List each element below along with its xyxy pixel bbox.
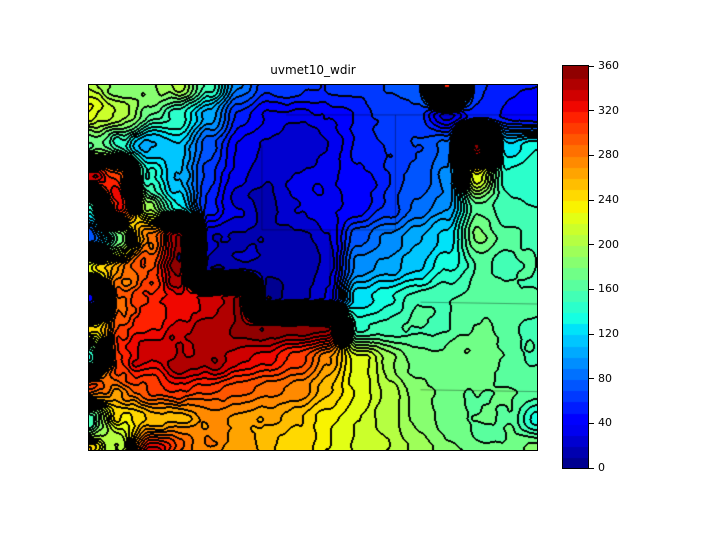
colorbar-tick [589, 110, 594, 112]
colorbar-tick [589, 288, 594, 290]
colorbar [562, 65, 589, 469]
colorbar-tick [589, 422, 594, 424]
colorbar-tick-label: 200 [598, 237, 619, 251]
colorbar-tick-label: 80 [598, 371, 612, 385]
colorbar-tick-label: 360 [598, 59, 619, 72]
colorbar-tick [589, 467, 594, 469]
colorbar-tick-label: 0 [598, 461, 605, 474]
colorbar-tick [589, 199, 594, 201]
colorbar-tick-label: 280 [598, 148, 619, 162]
colorbar-tick-label: 320 [598, 103, 619, 117]
colorbar-tick [589, 244, 594, 246]
colorbar-tick [589, 378, 594, 380]
colorbar-tick [589, 154, 594, 156]
contour-plot [88, 84, 538, 451]
colorbar-tick-label: 40 [598, 416, 612, 430]
colorbar-tick [589, 333, 594, 335]
colorbar-tick-label: 240 [598, 193, 619, 206]
colorbar-tick-label: 160 [598, 282, 619, 296]
colorbar-canvas [563, 66, 588, 468]
colorbar-tick [589, 65, 594, 67]
contour-canvas [89, 85, 537, 450]
colorbar-tick-label: 120 [598, 327, 619, 340]
chart-title: uvmet10_wdir [270, 63, 356, 77]
